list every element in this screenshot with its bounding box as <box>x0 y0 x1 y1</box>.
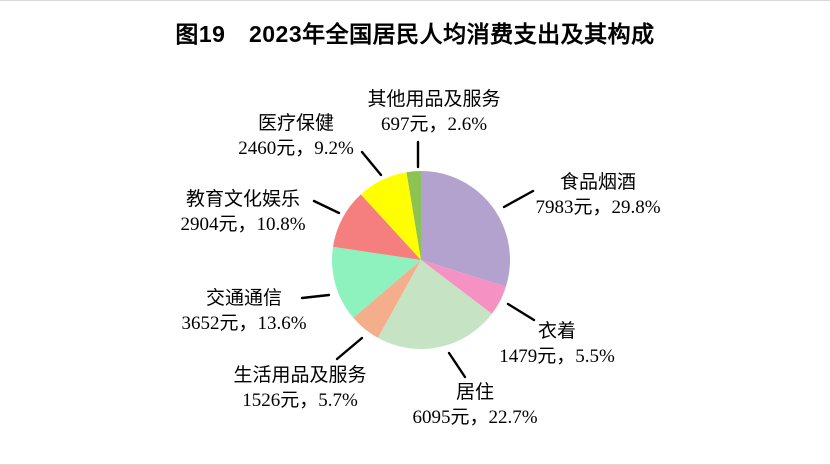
slice-value: 6095元，22.7% <box>412 407 538 428</box>
slice-label: 生活用品及服务 <box>233 365 367 386</box>
callout-clothing: 衣着 1479元，5.5% <box>499 319 615 369</box>
pie-slice-household-goods-services <box>353 260 421 338</box>
leader-line-housing <box>447 351 467 379</box>
pie-slice-transport-communication <box>331 246 421 318</box>
slice-label: 交通通信 <box>205 288 283 309</box>
callout-healthcare: 医疗保健 2460元，9.2% <box>238 111 354 161</box>
leader-line-healthcare <box>360 150 383 177</box>
slice-value: 2460元，9.2% <box>238 138 354 159</box>
slice-value: 697元，2.6% <box>380 114 488 135</box>
callout-housing: 居住 6095元，22.7% <box>412 380 537 430</box>
slice-value: 1479元，5.5% <box>499 346 615 367</box>
leader-line-household-goods-services <box>335 336 364 361</box>
callout-household-goods-services: 生活用品及服务 1526元，5.7% <box>233 363 366 413</box>
slice-value: 1526元，5.7% <box>242 390 358 411</box>
chart-title: 图19 2023年全国居民人均消费支出及其构成 <box>175 21 655 47</box>
pie-slice-clothing <box>421 260 506 314</box>
leader-line-transport-communication <box>300 293 331 300</box>
pie-slice-housing <box>377 260 492 349</box>
callout-food-tobacco-alcohol: 食品烟酒 7983元，29.8% <box>535 170 660 220</box>
pie-slice-healthcare <box>360 172 421 260</box>
slice-label: 其他用品及服务 <box>367 89 501 110</box>
slice-value: 2904元，10.8% <box>180 214 306 235</box>
slice-value: 3652元，13.6% <box>181 313 307 334</box>
slice-label: 医疗保健 <box>257 113 335 134</box>
leader-line-food-tobacco-alcohol <box>502 189 535 209</box>
pie-slice-education-culture-entertainment <box>332 194 421 260</box>
callout-transport-communication: 交通通信 3652元，13.6% <box>181 286 306 336</box>
slice-label: 食品烟酒 <box>559 172 637 193</box>
callout-other-goods-services: 其他用品及服务 697元，2.6% <box>367 87 500 137</box>
callout-education-culture-entertainment: 教育文化娱乐 2904元，10.8% <box>180 187 305 237</box>
pie-slice-other-goods-services <box>406 171 421 260</box>
leader-line-clothing <box>506 302 536 322</box>
slice-value: 7983元，29.8% <box>535 197 661 218</box>
pie-slice-food-tobacco-alcohol <box>421 171 510 287</box>
slice-label: 教育文化娱乐 <box>185 189 301 210</box>
slice-label: 居住 <box>455 382 495 403</box>
leader-line-education-culture-entertainment <box>312 199 341 215</box>
slice-label: 衣着 <box>537 321 577 342</box>
